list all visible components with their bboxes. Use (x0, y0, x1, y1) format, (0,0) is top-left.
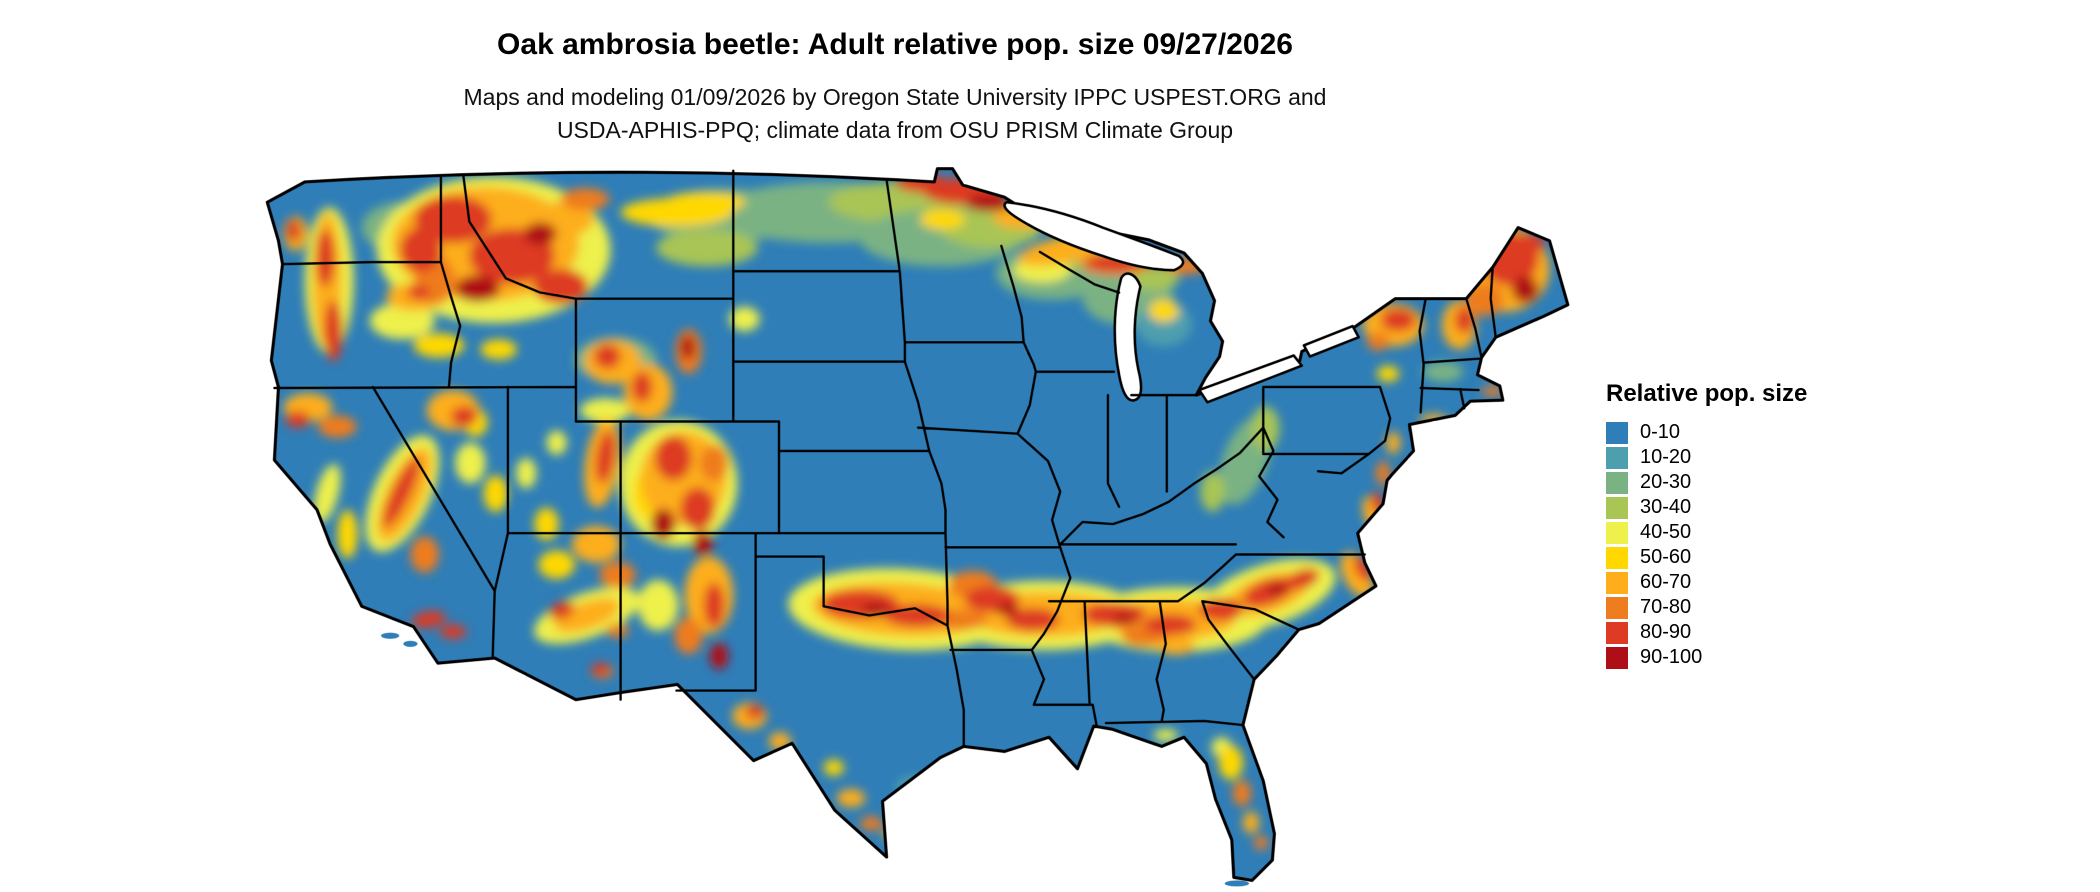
legend-items: 0-10 10-20 20-30 30-40 40-50 50-60 60-70 70-80 8… (1606, 420, 1807, 670)
map-title: Oak ambrosia beetle: Adult relative pop.… (497, 28, 1293, 61)
legend-item-label: 70-80 (1640, 596, 1692, 618)
coastal-islands (380, 632, 1250, 887)
lake-superior (1003, 200, 1185, 272)
legend-swatch (1606, 446, 1628, 469)
map-subtitle-line1: Maps and modeling 01/09/2026 by Oregon S… (463, 84, 1327, 110)
legend-item: 70-80 (1606, 595, 1807, 620)
legend-swatch (1606, 421, 1628, 444)
map-subtitle-line2: USDA-APHIS-PPQ; climate data from OSU PR… (556, 117, 1234, 143)
legend-swatch (1606, 521, 1628, 544)
legend-item: 10-20 (1606, 445, 1807, 470)
legend-item: 30-40 (1606, 495, 1807, 520)
legend-item: 60-70 (1606, 570, 1807, 595)
legend-item-label: 40-50 (1640, 521, 1692, 543)
legend-item-label: 20-30 (1640, 471, 1692, 493)
legend-item-label: 90-100 (1640, 646, 1703, 668)
legend-swatch (1606, 471, 1628, 494)
heat-blobs (283, 173, 1550, 850)
legend-item: 50-60 (1606, 545, 1807, 570)
legend-item-label: 80-90 (1640, 621, 1692, 643)
lake-michigan (1113, 272, 1143, 402)
legend-swatch (1606, 546, 1628, 569)
state-borders (273, 169, 1497, 748)
legend-swatch (1606, 571, 1628, 594)
legend-item: 90-100 (1606, 645, 1807, 670)
lake-ontario (1302, 324, 1360, 358)
legend: Relative pop. size 0-10 10-20 20-30 30-40 40… (1606, 380, 1807, 670)
legend-item-label: 10-20 (1640, 446, 1692, 468)
legend-swatch (1606, 646, 1628, 669)
legend-swatch (1606, 596, 1628, 619)
legend-swatch (1606, 496, 1628, 519)
legend-item: 0-10 (1606, 420, 1807, 445)
legend-swatch (1606, 621, 1628, 644)
lake-erie (1198, 354, 1304, 404)
great-lakes (1003, 200, 1360, 404)
legend-title: Relative pop. size (1606, 380, 1808, 407)
legend-item: 80-90 (1606, 620, 1807, 645)
legend-item-label: 60-70 (1640, 571, 1692, 593)
legend-item: 40-50 (1606, 520, 1807, 545)
legend-item-label: 50-60 (1640, 546, 1692, 568)
legend-item: 20-30 (1606, 470, 1807, 495)
us-map (250, 156, 1580, 888)
legend-item-label: 0-10 (1640, 421, 1681, 443)
legend-item-label: 30-40 (1640, 496, 1692, 518)
